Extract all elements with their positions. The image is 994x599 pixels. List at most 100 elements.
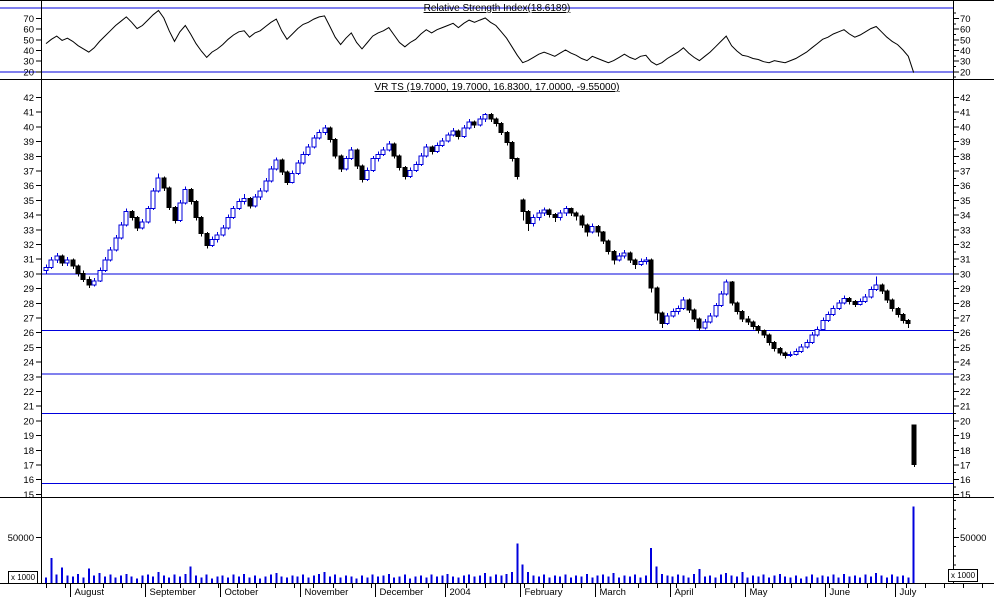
volume-bar <box>130 576 133 583</box>
price-axis-label-left: 26 <box>23 328 34 339</box>
candle-body-up <box>643 259 649 263</box>
candle-body-up <box>675 308 681 313</box>
candle-body-down <box>632 259 638 266</box>
candle-body-down <box>247 197 253 207</box>
volume-bar <box>318 573 321 583</box>
candle-body-up <box>450 130 456 136</box>
volume-bar <box>543 574 546 583</box>
candle-body-up <box>423 146 429 157</box>
volume-bar <box>527 571 530 583</box>
candle-body-down <box>552 214 558 219</box>
volume-bar <box>264 576 267 583</box>
volume-bar <box>286 577 289 583</box>
candle-body-up <box>820 319 826 330</box>
month-label-november: November <box>305 587 349 598</box>
volume-bar <box>146 574 149 583</box>
month-label-may: May <box>750 587 768 598</box>
candle-body-up <box>825 314 831 321</box>
volume-bar <box>596 575 599 583</box>
candle-body-down <box>193 200 199 219</box>
candle-body-up <box>616 255 622 261</box>
volume-bar <box>901 575 904 583</box>
price-axis-label-right: 31 <box>960 255 971 266</box>
rsi-axis-label-left: 30 <box>23 57 34 68</box>
volume-bar <box>569 577 572 583</box>
volume-bar <box>655 566 658 583</box>
volume-bar <box>189 566 192 583</box>
candle-body-up <box>445 134 451 142</box>
volume-bar <box>494 574 497 583</box>
candle-body-up <box>252 196 258 207</box>
candle-body-down <box>611 250 617 261</box>
candle-body-up <box>541 209 547 214</box>
volume-bar <box>93 575 96 583</box>
volume-bar <box>307 577 310 583</box>
price-axis-label-right: 42 <box>960 93 971 104</box>
volume-bar <box>414 576 417 583</box>
candle-body-up <box>236 200 242 210</box>
volume-bar <box>628 576 631 583</box>
candle-body-down <box>498 122 504 133</box>
candle-body-down <box>520 199 526 213</box>
volume-bar <box>794 575 797 583</box>
volume-axis-label-left: 50000 <box>8 533 34 544</box>
volume-bar <box>591 577 594 583</box>
volume-bar <box>398 576 401 583</box>
price-axis-label-left: 16 <box>23 475 34 486</box>
candle-body-up <box>723 281 729 295</box>
month-label-february: February <box>525 587 563 598</box>
volume-bar <box>344 575 347 583</box>
volume-bar <box>875 572 878 583</box>
volume-bar <box>671 576 674 583</box>
price-axis-label-right: 21 <box>960 402 971 413</box>
candle-body-up <box>868 289 874 298</box>
candle-body-up <box>670 311 676 317</box>
candle-body-up <box>798 346 804 352</box>
price-axis-label-right: 26 <box>960 328 971 339</box>
price-axis-label-right: 30 <box>960 269 971 280</box>
volume-bar <box>409 578 412 583</box>
volume-bar <box>77 573 80 583</box>
volume-bar <box>125 573 128 583</box>
candle-body-down <box>525 211 531 224</box>
price-axis-label-right: 27 <box>960 314 971 325</box>
candle-body-up <box>680 299 686 310</box>
volume-bar <box>269 574 272 583</box>
volume-bar <box>510 571 513 583</box>
candle-body-up <box>348 149 354 160</box>
candle-body-up <box>466 121 472 129</box>
volume-bar <box>377 576 380 583</box>
price-axis-label-left: 23 <box>23 372 34 383</box>
candle-body-down <box>166 187 172 208</box>
price-axis-label-right: 25 <box>960 343 971 354</box>
price-axis-label-left: 29 <box>23 284 34 295</box>
x1000-unit-box-left: x 1000 <box>8 571 39 584</box>
rsi-axis-label-right: 30 <box>960 57 971 68</box>
volume-bar <box>880 575 883 583</box>
volume-bar <box>810 574 813 583</box>
volume-bar <box>521 564 524 583</box>
candle-body-down <box>729 281 735 304</box>
candle-body-down <box>327 127 333 141</box>
volume-bar <box>387 573 390 583</box>
candle-body-down <box>396 155 402 169</box>
candle-body-up <box>305 146 311 155</box>
candle-body-down <box>455 130 461 138</box>
volume-bar <box>66 575 69 583</box>
volume-bar <box>885 577 888 583</box>
volume-bar <box>800 578 803 583</box>
price-axis-label-right: 36 <box>960 181 971 192</box>
candle-body-down <box>900 314 906 321</box>
candle-body-down <box>852 300 858 305</box>
rsi-axis-label-right: 40 <box>960 46 971 57</box>
candle-body-up <box>268 168 274 182</box>
volume-bar <box>575 575 578 583</box>
price-axis-label-left: 24 <box>23 358 34 369</box>
volume-bar <box>730 575 733 583</box>
volume-bar <box>403 574 406 583</box>
candle-body-down <box>659 312 665 324</box>
candle-body-down <box>761 330 767 336</box>
volume-bar <box>784 576 787 583</box>
